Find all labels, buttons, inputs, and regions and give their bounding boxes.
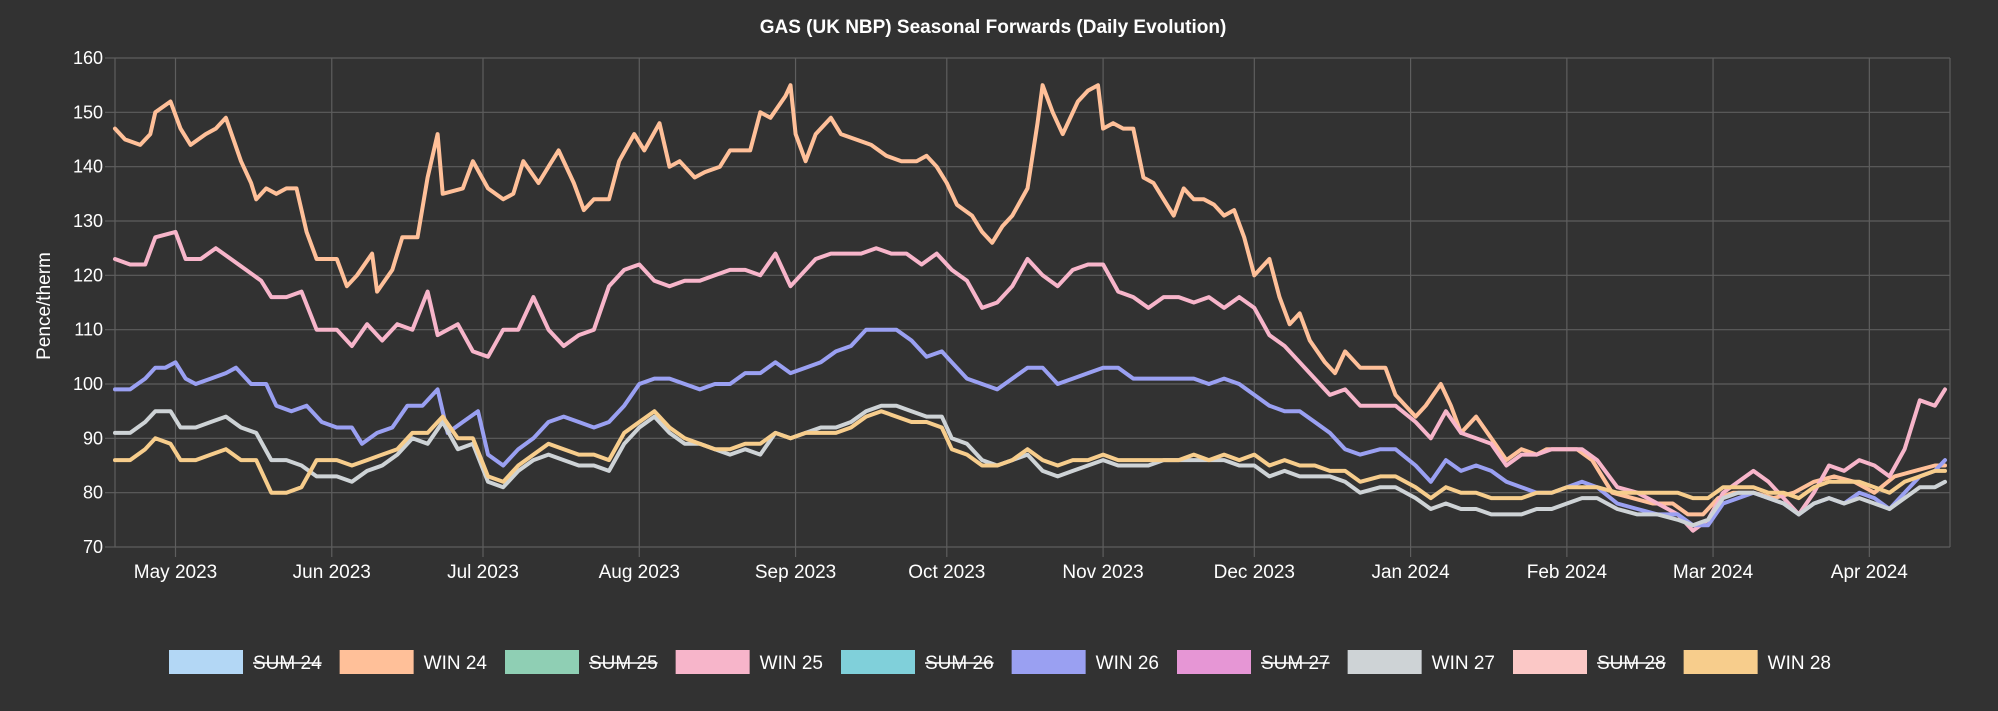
legend-label: WIN 27 <box>1432 653 1495 674</box>
legend-swatch <box>505 650 579 674</box>
y-tick-label: 100 <box>73 374 103 394</box>
x-tick-label: Mar 2024 <box>1673 562 1754 583</box>
legend-swatch <box>1011 650 1086 674</box>
x-tick-label: May 2023 <box>134 562 217 583</box>
legend: SUM 24 WIN 24 SUM 25 WIN 25 SUM 26 WIN 26 SUM … <box>169 650 1831 674</box>
legend-swatch <box>841 650 915 674</box>
x-tick-label: Aug 2023 <box>599 562 680 583</box>
legend-item-sum-24[interactable]: SUM 24 <box>169 650 322 674</box>
x-tick-label: Jun 2023 <box>293 562 371 583</box>
series-lines <box>113 83 1947 533</box>
legend-swatch <box>169 650 243 674</box>
legend-label: WIN 25 <box>760 653 823 674</box>
x-tick-label: Oct 2023 <box>908 562 985 583</box>
x-tick-label: Jan 2024 <box>1371 562 1450 583</box>
x-tick-label: Apr 2024 <box>1831 562 1909 583</box>
x-tick-label: Nov 2023 <box>1062 562 1143 583</box>
y-tick-label: 70 <box>83 537 103 557</box>
legend-swatch <box>675 650 750 674</box>
legend-item-sum-28[interactable]: SUM 28 <box>1513 650 1666 674</box>
y-tick-label: 110 <box>74 320 103 340</box>
y-tick-label: 90 <box>83 428 103 448</box>
y-tick-label: 150 <box>73 102 103 122</box>
chart-title: GAS (UK NBP) Seasonal Forwards (Daily Ev… <box>760 17 1227 38</box>
legend-swatch <box>339 650 414 674</box>
x-tick-label: Feb 2024 <box>1527 562 1608 583</box>
series-line-win-26 <box>113 327 1947 528</box>
legend-item-sum-25[interactable]: SUM 25 <box>505 650 658 674</box>
series-line-win-27 <box>113 403 1947 528</box>
legend-item-win-25[interactable]: WIN 25 <box>675 650 823 674</box>
legend-item-sum-27[interactable]: SUM 27 <box>1177 650 1330 674</box>
legend-item-win-27[interactable]: WIN 27 <box>1347 650 1495 674</box>
y-tick-label: 120 <box>73 265 103 285</box>
legend-item-sum-26[interactable]: SUM 26 <box>841 650 994 674</box>
y-tick-label: 130 <box>73 211 103 231</box>
series-line-win-28 <box>113 409 1947 501</box>
legend-swatch <box>1683 650 1758 674</box>
legend-label: WIN 28 <box>1768 653 1831 674</box>
legend-item-win-26[interactable]: WIN 26 <box>1011 650 1159 674</box>
legend-item-win-24[interactable]: WIN 24 <box>339 650 488 674</box>
legend-swatch <box>1347 650 1422 674</box>
y-tick-label: 140 <box>73 157 103 177</box>
y-tick-label: 160 <box>73 48 103 68</box>
legend-label: WIN 24 <box>424 653 488 674</box>
y-tick-label: 80 <box>83 483 103 503</box>
y-axis-label: Pence/therm <box>34 252 55 360</box>
series-line-win-24 <box>113 83 1947 517</box>
x-axis: May 2023 Jun 2023 Jul 2023 Aug 2023 Sep 2023… <box>134 547 1909 583</box>
x-tick-label: Sep 2023 <box>755 562 836 583</box>
x-tick-label: Jul 2023 <box>447 562 519 583</box>
grid <box>114 57 1951 548</box>
legend-item-win-28[interactable]: WIN 28 <box>1683 650 1831 674</box>
y-axis: 70 80 90 100 110 120 130 140 150 160 <box>73 48 115 557</box>
x-tick-label: Dec 2023 <box>1214 562 1295 583</box>
legend-label: WIN 26 <box>1096 653 1159 674</box>
legend-swatch <box>1513 650 1587 674</box>
legend-swatch <box>1177 650 1251 674</box>
